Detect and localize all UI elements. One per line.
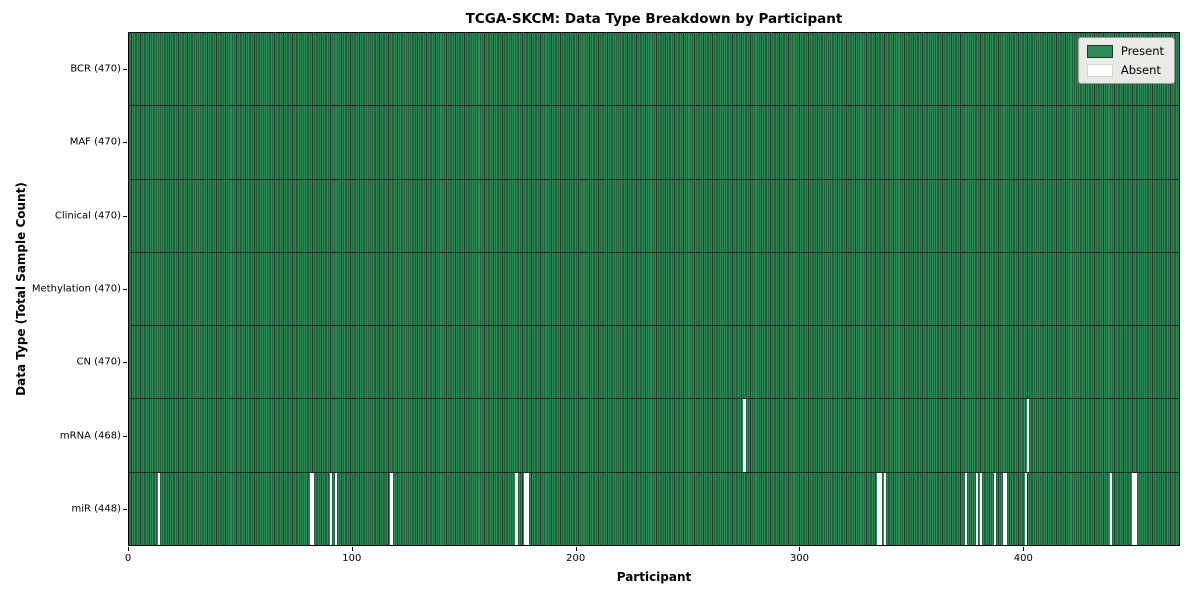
absent-gap <box>964 472 967 545</box>
heatmap-row-CN <box>129 326 1179 400</box>
absent-gap <box>884 472 887 545</box>
heatmap-row-mRNA <box>129 399 1179 473</box>
x-axis-label: Participant <box>616 570 692 584</box>
y-tick-mark <box>123 142 127 144</box>
x-tick-mark <box>351 547 353 551</box>
y-tick-label: CN (470) <box>76 356 121 368</box>
absent-gap <box>390 472 393 545</box>
chart-title: TCGA-SKCM: Data Type Breakdown by Partic… <box>465 11 843 27</box>
absent-gap <box>1109 472 1112 545</box>
y-tick-label: Clinical (470) <box>54 210 121 222</box>
absent-gap <box>877 472 880 545</box>
absent-gap <box>334 472 337 545</box>
heatmap-row-MAF <box>129 106 1179 180</box>
y-tick-label: BCR (470) <box>70 63 121 75</box>
absent-gap <box>1132 472 1135 545</box>
absent-gap <box>1004 472 1007 545</box>
heatmap-row-BCR <box>129 33 1179 107</box>
absent-gap <box>743 399 746 472</box>
legend: Present Absent <box>1077 37 1175 84</box>
absent-gap <box>515 472 518 545</box>
y-tick-mark <box>123 509 127 511</box>
legend-entry-present: Present <box>1086 44 1164 58</box>
absent-gap <box>158 472 161 545</box>
legend-absent-label: Absent <box>1120 63 1161 77</box>
absent-gap <box>330 472 333 545</box>
x-tick-label: 100 <box>342 553 362 564</box>
absent-gap <box>980 472 983 545</box>
x-tick-mark <box>128 547 129 551</box>
absent-gap <box>1134 472 1137 545</box>
y-tick-label: Methylation (470) <box>31 283 121 295</box>
y-tick-mark <box>123 68 127 70</box>
heatmap-row-Methylation <box>129 252 1179 327</box>
legend-present-label: Present <box>1120 44 1164 58</box>
absent-gap <box>1024 472 1028 545</box>
absent-gap <box>524 472 527 545</box>
heatmap-row-Clinical <box>129 179 1179 253</box>
y-tick-mark <box>123 289 127 290</box>
present-swatch-icon <box>1086 44 1113 58</box>
y-axis-ticks: BCR (470) MAF (470) Clinical (470) Methylat… <box>0 32 127 546</box>
x-tick-label: 0 <box>124 553 132 564</box>
y-tick-mark <box>123 362 127 364</box>
x-axis-ticks: 0 100 200 300 400 <box>124 546 1180 570</box>
absent-gap <box>993 472 996 545</box>
x-tick-mark <box>575 547 577 551</box>
y-tick-mark <box>123 215 127 217</box>
y-tick-label: miR (448) <box>71 503 121 515</box>
x-tick-mark <box>1023 547 1025 551</box>
absent-gap <box>975 472 978 545</box>
y-tick-mark <box>123 435 127 437</box>
absent-swatch-icon <box>1086 63 1113 77</box>
x-tick-label: 200 <box>566 553 586 564</box>
x-tick-label: 300 <box>789 553 810 564</box>
y-tick-label: mRNA (468) <box>59 430 121 442</box>
absent-gap <box>309 472 313 545</box>
x-tick-mark <box>799 547 801 551</box>
x-tick-label: 400 <box>1013 553 1033 564</box>
absent-gap <box>1002 472 1005 545</box>
absent-gap <box>1027 399 1030 472</box>
heatmap-plot-area <box>128 32 1180 546</box>
absent-gap <box>879 472 882 545</box>
absent-gap <box>526 472 529 545</box>
y-tick-label: MAF (470) <box>69 136 121 148</box>
heatmap-row-miR <box>129 472 1179 545</box>
legend-entry-absent: Absent <box>1086 63 1164 77</box>
absent-gap <box>312 472 315 545</box>
